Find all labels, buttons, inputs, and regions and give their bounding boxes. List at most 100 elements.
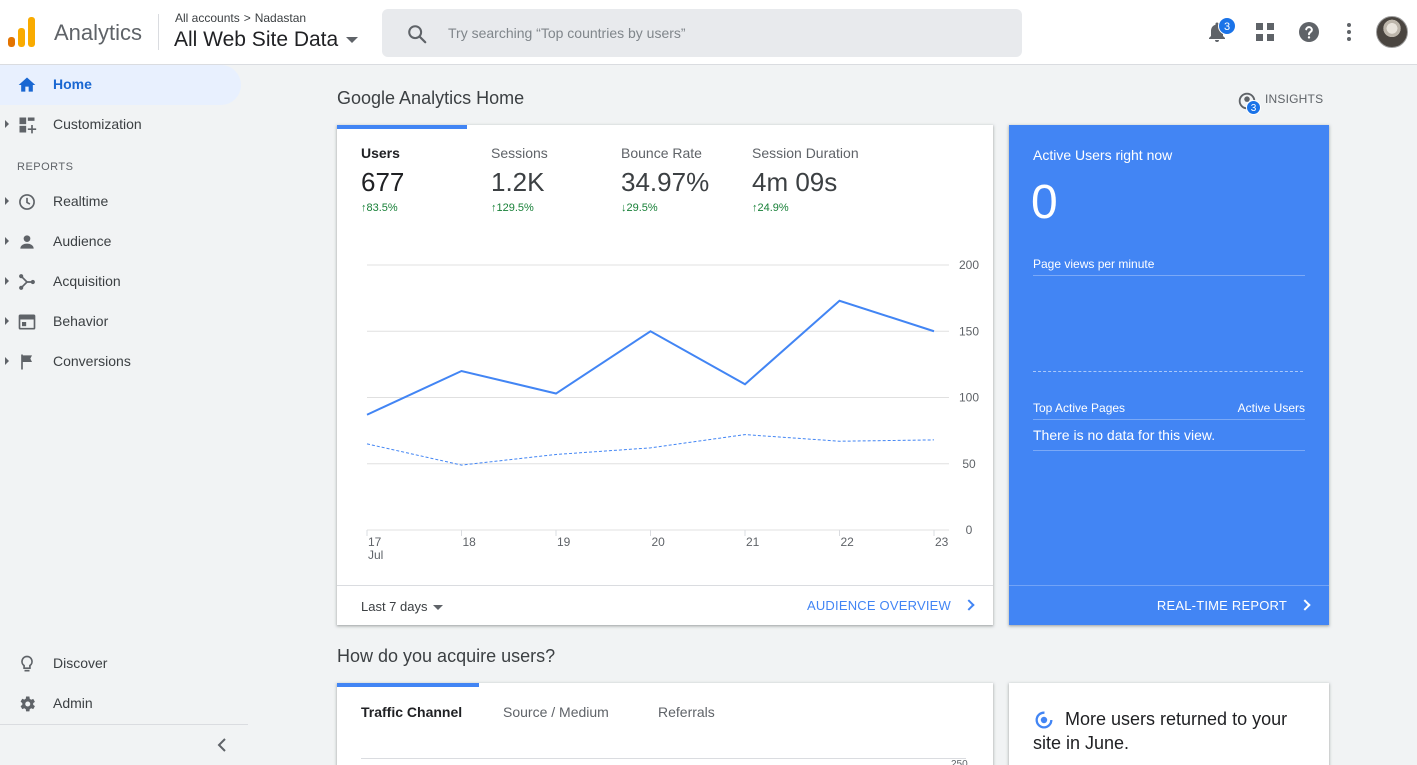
help-icon[interactable] xyxy=(1297,20,1321,44)
expand-arrow-icon xyxy=(5,237,9,245)
acquisition-card: Traffic Channel Source / Medium Referral… xyxy=(337,683,993,765)
sidebar-item-behavior[interactable]: Behavior xyxy=(0,302,241,342)
insight-card[interactable]: More users returned to your site in June… xyxy=(1009,683,1329,765)
sidebar-item-label: Acquisition xyxy=(53,273,121,289)
behavior-icon xyxy=(18,314,36,330)
breadcrumb-account[interactable]: All accounts xyxy=(175,11,240,25)
search-bar[interactable] xyxy=(382,9,1022,57)
arrow-up-icon: ↑ xyxy=(752,202,758,214)
sidebar-item-label: Customization xyxy=(53,116,142,132)
arrow-down-icon: ↓ xyxy=(621,202,627,214)
analytics-logo-icon[interactable] xyxy=(8,17,36,47)
view-selector[interactable]: All Web Site Data xyxy=(174,28,359,52)
tab-referrals[interactable]: Referrals xyxy=(658,704,715,720)
overview-card: Users 677 ↑83.5% Sessions 1.2K ↑129.5% B… xyxy=(337,125,993,625)
search-icon xyxy=(408,25,427,44)
metric-value: 677 xyxy=(361,167,405,197)
sidebar-item-home[interactable]: Home xyxy=(0,65,241,105)
clock-icon xyxy=(19,194,35,210)
x-tick-label: 17 xyxy=(368,535,382,549)
notification-badge: 3 xyxy=(1218,17,1236,35)
metric-users[interactable]: Users 677 ↑83.5% xyxy=(361,145,491,214)
insight-spark-icon xyxy=(1035,711,1053,729)
x-tick-label: 22 xyxy=(841,535,855,549)
breadcrumb-property[interactable]: Nadastan xyxy=(254,11,307,25)
realtime-card: Active Users right now 0 Page views per … xyxy=(1009,125,1329,625)
metric-value: 1.2K xyxy=(491,167,545,197)
metric-delta: ↑129.5% xyxy=(491,202,534,214)
divider xyxy=(158,14,159,50)
metric-value: 4m 09s xyxy=(752,167,838,197)
chevron-right-icon xyxy=(963,599,975,611)
insights-label: INSIGHTS xyxy=(1265,92,1324,106)
expand-arrow-icon xyxy=(5,277,9,285)
sidebar-item-audience[interactable]: Audience xyxy=(0,222,241,262)
person-icon xyxy=(20,235,34,249)
column-header-pages: Top Active Pages xyxy=(1033,401,1126,415)
metric-session-duration[interactable]: Session Duration 4m 09s ↑24.9% xyxy=(752,145,882,214)
collapse-sidebar-icon[interactable] xyxy=(214,737,230,753)
sidebar-item-label: Conversions xyxy=(53,353,131,369)
x-tick-label: 20 xyxy=(652,535,666,549)
tab-traffic-channel[interactable]: Traffic Channel xyxy=(361,704,463,720)
empty-state-text: There is no data for this view. xyxy=(1033,427,1216,443)
selected-tab-indicator xyxy=(337,125,467,129)
apps-grid-icon[interactable] xyxy=(1253,20,1277,44)
sidebar-item-conversions[interactable]: Conversions xyxy=(0,342,241,382)
sidebar-item-acquisition[interactable]: Acquisition xyxy=(0,262,241,302)
comparison-series-line xyxy=(366,434,935,466)
metric-delta: ↓29.5% xyxy=(621,202,658,214)
expand-arrow-icon xyxy=(5,120,9,128)
metric-sessions[interactable]: Sessions 1.2K ↑129.5% xyxy=(491,145,621,214)
date-range-selector[interactable]: Last 7 days xyxy=(361,599,443,614)
y-tick-label: 150 xyxy=(959,324,979,338)
page-views-label: Page views per minute xyxy=(1033,257,1155,271)
x-tick-label: 23 xyxy=(935,535,949,549)
reports-section-label: REPORTS xyxy=(17,161,74,173)
dashboard-icon xyxy=(19,117,37,134)
page-title: Google Analytics Home xyxy=(337,88,525,108)
section-title: How do you acquire users? xyxy=(337,646,556,666)
metric-bounce-rate[interactable]: Bounce Rate 34.97% ↓29.5% xyxy=(621,145,751,214)
gridline xyxy=(361,758,966,759)
y-tick-label: 200 xyxy=(959,258,979,272)
y-tick-label: 50 xyxy=(962,457,976,471)
search-input[interactable] xyxy=(448,21,988,45)
arrow-up-icon: ↑ xyxy=(491,202,497,214)
acquisition-icon xyxy=(19,274,35,290)
breadcrumb-separator: > xyxy=(243,11,251,25)
more-vert-icon[interactable] xyxy=(1337,20,1361,44)
tab-source-medium[interactable]: Source / Medium xyxy=(503,704,609,720)
realtime-report-link[interactable]: REAL-TIME REPORT xyxy=(1157,598,1311,613)
caret-down-icon xyxy=(432,605,443,611)
expand-arrow-icon xyxy=(5,317,9,325)
divider xyxy=(1033,419,1305,420)
metric-label: Session Duration xyxy=(752,145,859,161)
active-users-value: 0 xyxy=(1031,176,1058,229)
sidebar-item-discover[interactable]: Discover xyxy=(0,644,241,684)
x-tick-label: 18 xyxy=(463,535,477,549)
sidebar-item-label: Discover xyxy=(53,655,108,671)
app-name: Analytics xyxy=(54,20,143,45)
y-tick-label: 250 xyxy=(951,759,968,765)
expand-arrow-icon xyxy=(5,357,9,365)
sidebar: Home Customization REPORTS Realtime Audi… xyxy=(0,65,248,765)
x-tick-sublabel: Jul xyxy=(368,548,383,562)
divider xyxy=(1033,450,1305,451)
avatar[interactable] xyxy=(1376,16,1408,48)
sidebar-item-customization[interactable]: Customization xyxy=(0,105,241,145)
page-views-sparkline xyxy=(1033,371,1303,372)
metric-delta: ↑83.5% xyxy=(361,202,398,214)
chevron-right-icon xyxy=(1299,599,1311,611)
audience-overview-link[interactable]: AUDIENCE OVERVIEW xyxy=(807,598,975,613)
sidebar-item-admin[interactable]: Admin xyxy=(0,684,241,724)
selected-tab-indicator xyxy=(337,683,479,687)
breadcrumb[interactable]: All accounts > Nadastan xyxy=(175,11,306,25)
sidebar-item-label: Audience xyxy=(53,233,112,249)
sidebar-item-label: Behavior xyxy=(53,313,109,329)
sidebar-item-label: Home xyxy=(53,76,92,92)
realtime-footer: REAL-TIME REPORT xyxy=(1009,585,1329,625)
metric-label: Sessions xyxy=(491,145,548,161)
sidebar-item-realtime[interactable]: Realtime xyxy=(0,182,241,222)
metric-value: 34.97% xyxy=(621,167,710,197)
